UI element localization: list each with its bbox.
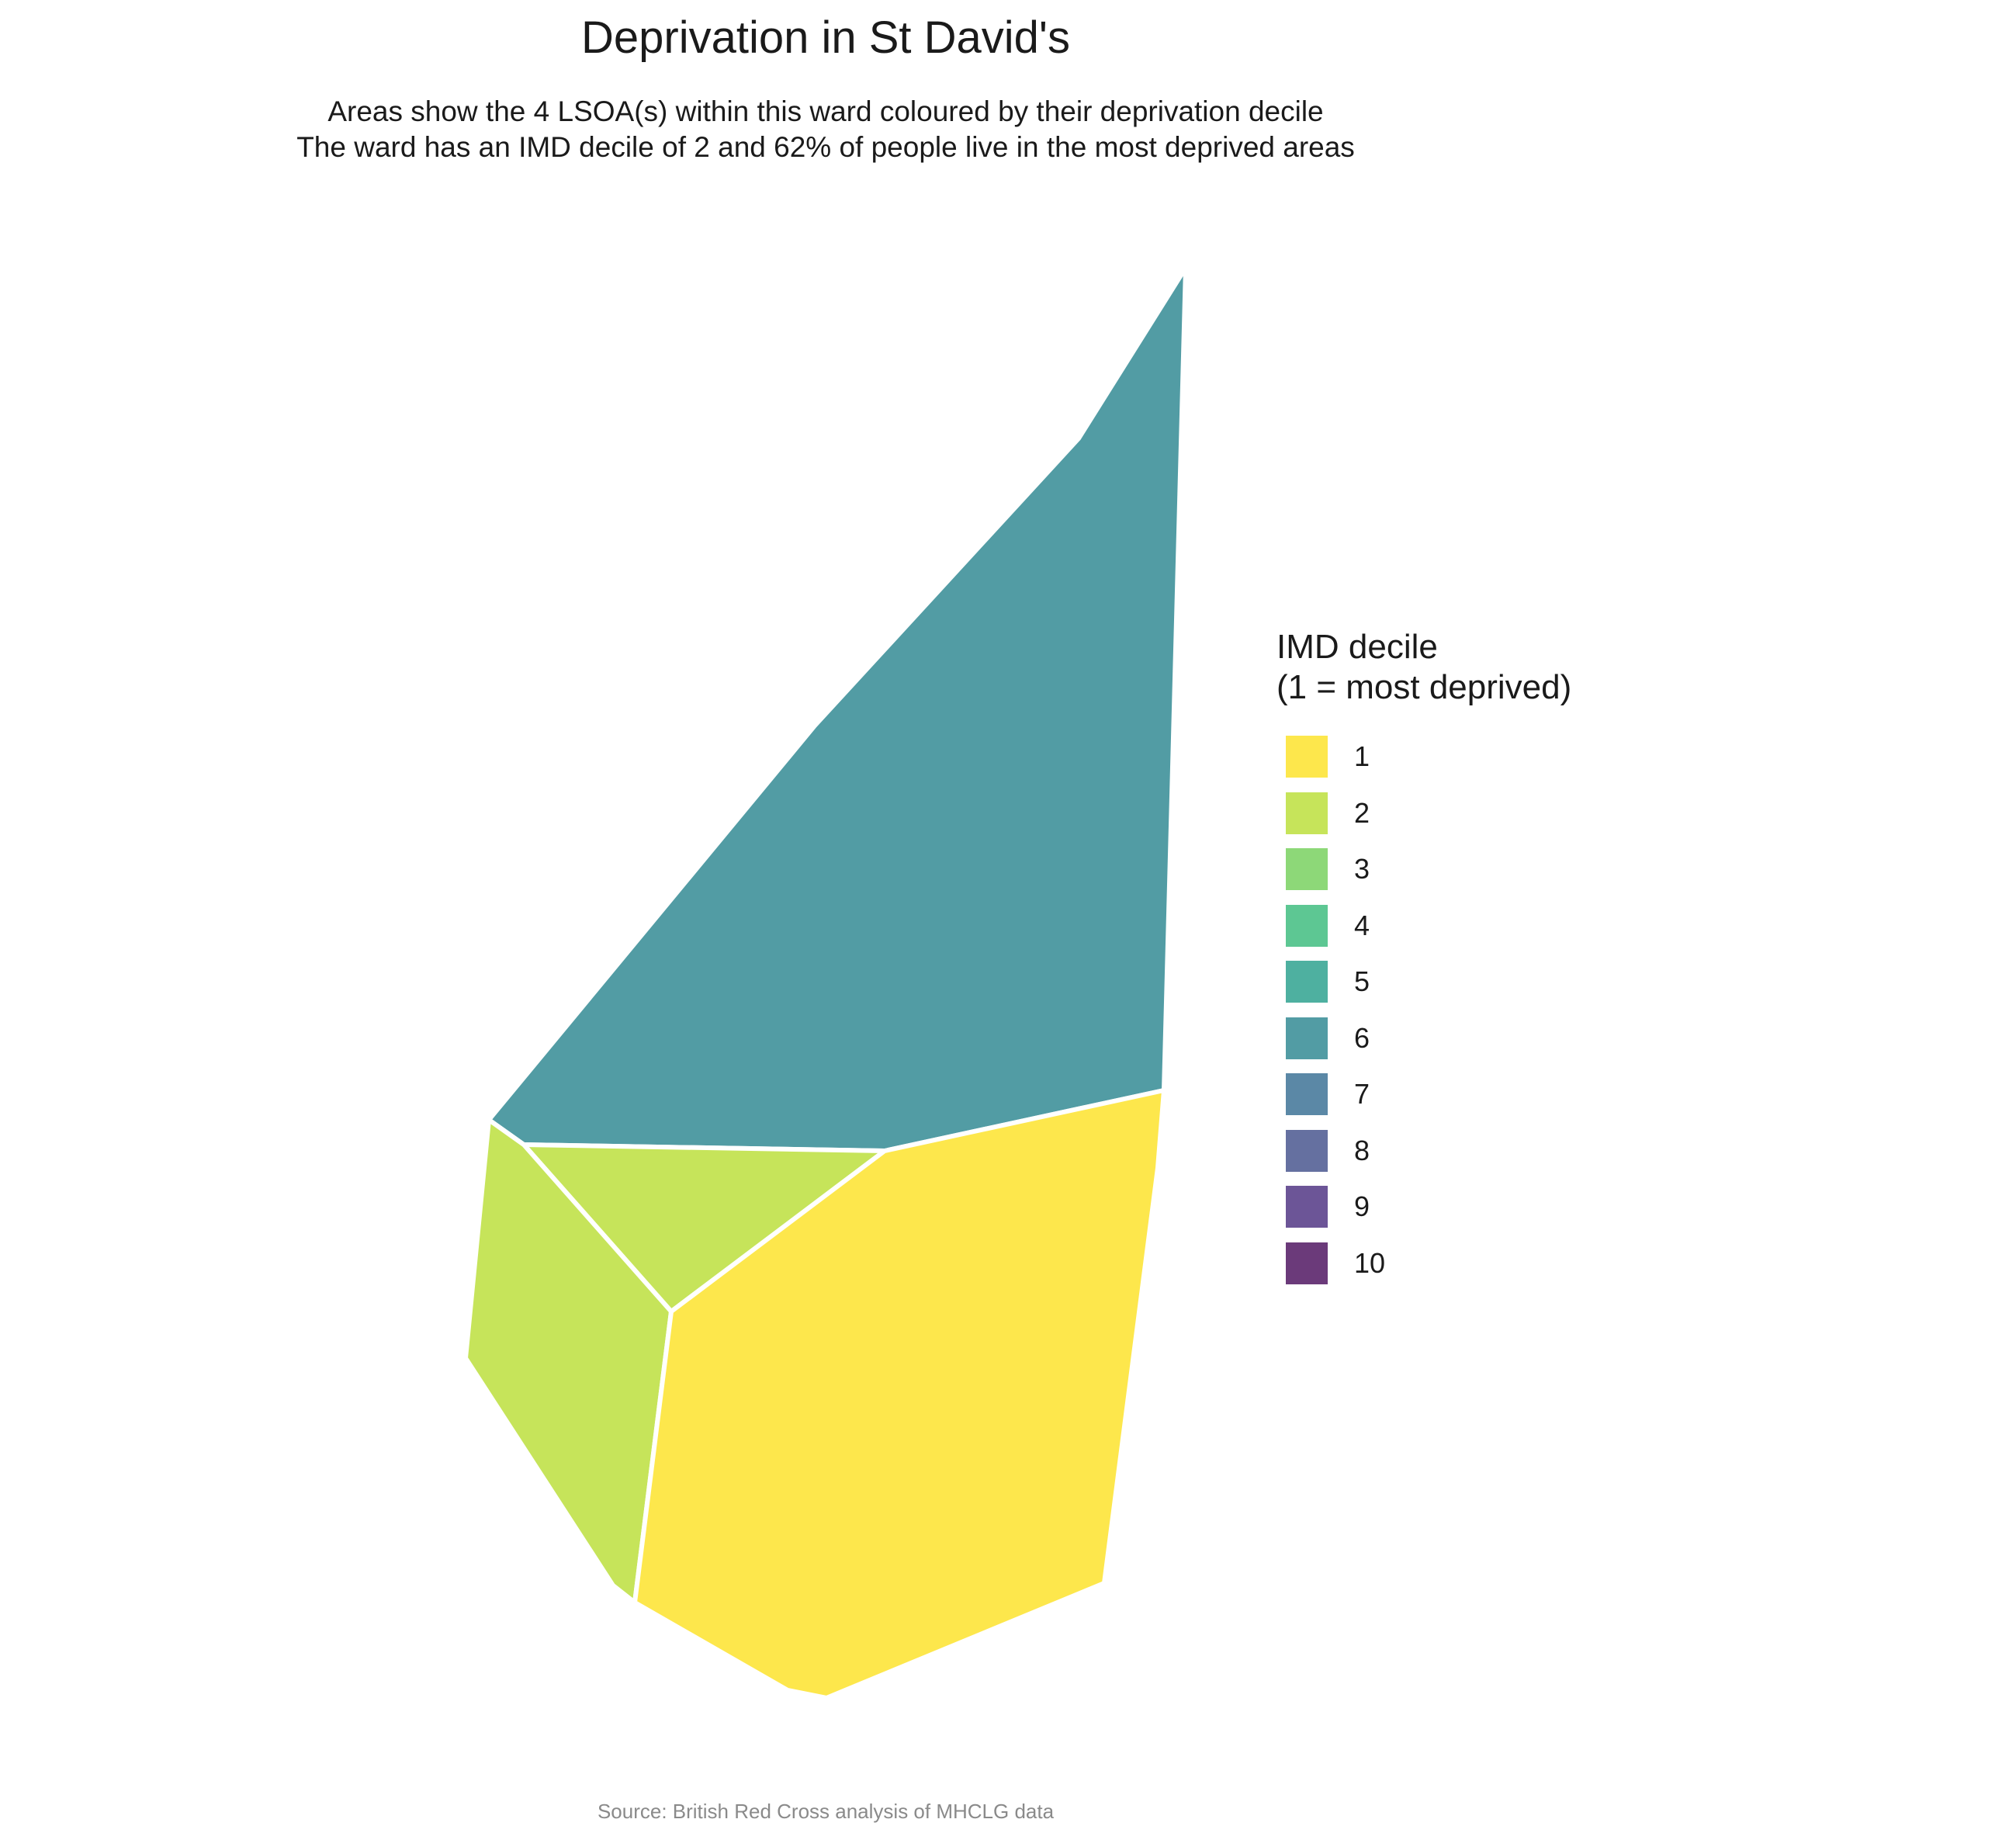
legend-label: 6 bbox=[1354, 1021, 1370, 1054]
legend-swatch bbox=[1286, 1129, 1328, 1172]
legend-label: 8 bbox=[1354, 1134, 1370, 1166]
legend-swatch bbox=[1286, 961, 1328, 1003]
legend-swatch bbox=[1286, 1073, 1328, 1115]
subtitle-line-2: The ward has an IMD decile of 2 and 62% … bbox=[296, 131, 1355, 163]
legend-swatch bbox=[1286, 1242, 1328, 1284]
legend-label: 9 bbox=[1354, 1190, 1370, 1222]
legend-swatch bbox=[1286, 848, 1328, 890]
legend-label: 2 bbox=[1354, 796, 1370, 829]
legend-title-line-2: (1 = most deprived) bbox=[1276, 668, 1572, 706]
legend-label: 7 bbox=[1354, 1078, 1370, 1110]
legend-swatch bbox=[1286, 1017, 1328, 1059]
page-title: Deprivation in St David's bbox=[580, 12, 1070, 63]
legend-swatch bbox=[1286, 1186, 1328, 1228]
legend-label: 1 bbox=[1354, 740, 1370, 772]
legend-title: IMD decile (1 = most deprived) bbox=[1276, 627, 1571, 708]
legend: IMD decile (1 = most deprived) 1 2 3 4 5 6 7 8 9… bbox=[1276, 627, 1571, 1284]
legend-swatch bbox=[1286, 792, 1328, 834]
legend-swatch bbox=[1286, 904, 1328, 947]
lsoa-area-south[interactable] bbox=[632, 1088, 1166, 1700]
source-caption: Source: British Red Cross analysis of MH… bbox=[597, 1800, 1055, 1823]
lsoa-area-north[interactable] bbox=[487, 265, 1188, 1153]
legend-label: 4 bbox=[1354, 909, 1370, 941]
legend-label: 10 bbox=[1354, 1246, 1386, 1279]
legend-swatch bbox=[1286, 736, 1328, 778]
legend-title-line-1: IMD decile bbox=[1276, 628, 1438, 666]
legend-label: 5 bbox=[1354, 965, 1370, 997]
subtitle-line-1: Areas show the 4 LSOA(s) within this war… bbox=[327, 95, 1324, 127]
legend-label: 3 bbox=[1354, 853, 1370, 885]
